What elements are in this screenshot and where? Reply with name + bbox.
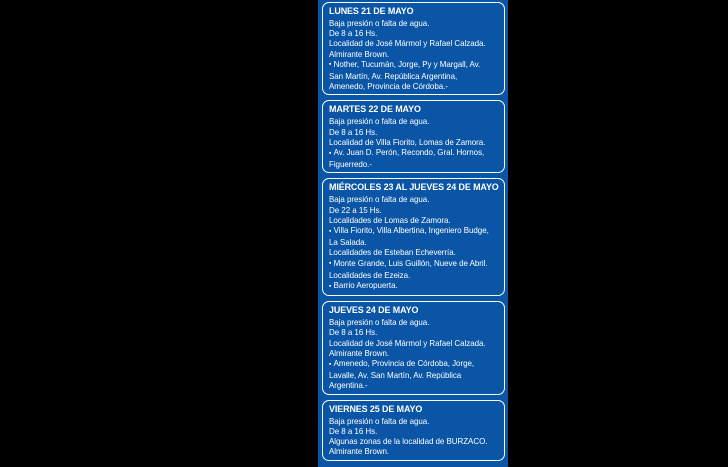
notice-text-line: Baja presión o falta de agua. [329,116,430,127]
water-service-notice-panel: LUNES 21 DE MAYO Baja presión o falta de … [318,0,508,467]
notice-text-line: Baja presión o falta de agua. [329,18,430,28]
notice-text-line: Baja presión o falta de agua. [329,194,430,205]
notice-text-line: De 8 a 16 Hs. [329,425,378,436]
notice-text-line: Localidades de Esteban Echeverría. [329,247,456,258]
notice-bullet-line: Amenedo, Provincia de Córdoba, Jorge, La… [329,358,489,391]
notice-bullet-line: Barrio Aeropuerta. [329,280,489,292]
day-notice-block: MIÉRCOLES 23 AL JUEVES 24 DE MAYO Baja pr… [322,178,505,297]
notice-text-line: Baja presión o falta de agua. [329,415,430,426]
notice-text-line: Baja presión o falta de agua. [329,317,430,328]
notice-text-line: De 8 a 16 Hs. [329,327,378,338]
day-notice-block: JUEVES 24 DE MAYO Baja presión o falta de… [322,301,505,395]
day-notice-title: MARTES 22 DE MAYO [329,104,421,116]
day-notice-lines: Baja presión o falta de agua. De 8 a 16 H… [329,116,489,169]
notice-bullet-line: Monte Grande, Luis Guillón, Nueve de Abr… [329,258,489,270]
notice-text-line: Localidades de Lomas de Zamora. [329,214,451,225]
notice-text-line: Localidad de José Mármol y Rafael Calzad… [329,38,486,49]
day-notice-block: MARTES 22 DE MAYO Baja presión o falta de… [322,100,505,174]
notice-text-line: Almirante Brown. [329,446,390,457]
notice-bullet-line: Av. Juan D. Perón, Recondo, Gral. Hornos… [329,147,489,169]
day-notice-block: VIERNES 25 DE MAYO Baja presión o falta d… [322,399,505,461]
notice-text-line: Almirante Brown. [329,347,390,358]
notice-text-line: Localidad de José Mármol y Rafael Calzad… [329,337,486,348]
day-notice-lines: Baja presión o falta de agua. De 8 a 16 H… [329,317,489,390]
notice-bullet-line: Villa Fiorito, Villa Albertina, Ingenier… [329,225,489,247]
notice-text-line: Almirante Brown. [329,48,390,59]
notice-text-line: De 8 a 16 Hs. [329,28,378,39]
day-notice-title: MIÉRCOLES 23 AL JUEVES 24 DE MAYO [329,182,499,194]
day-notice-title: VIERNES 25 DE MAYO [329,403,423,415]
day-notice-lines: Baja presión o falta de agua. De 8 a 16 H… [329,18,489,91]
notice-bullet-line: Nother, Tucumán, Jorge, Py y Margall, Av… [329,59,489,92]
day-notice-block: LUNES 21 DE MAYO Baja presión o falta de … [322,2,505,96]
notice-text-line: De 8 a 16 Hs. [329,126,378,137]
day-notice-title: JUEVES 24 DE MAYO [329,305,419,317]
day-notice-title: LUNES 21 DE MAYO [329,6,414,17]
notice-text-line: Localidad de Villa Fiorito, Lomas de Zam… [329,136,486,147]
notice-text-line: De 22 a 15 Hs. [329,204,382,215]
day-notice-lines: Baja presión o falta de agua. De 8 a 16 H… [329,416,489,457]
notice-text-line: Algunas zonas de la localidad de BURZACO… [329,436,488,447]
day-notice-lines: Baja presión o falta de agua. De 22 a 15 … [329,194,489,292]
notice-text-line: Localidades de Ezeiza. [329,269,411,280]
